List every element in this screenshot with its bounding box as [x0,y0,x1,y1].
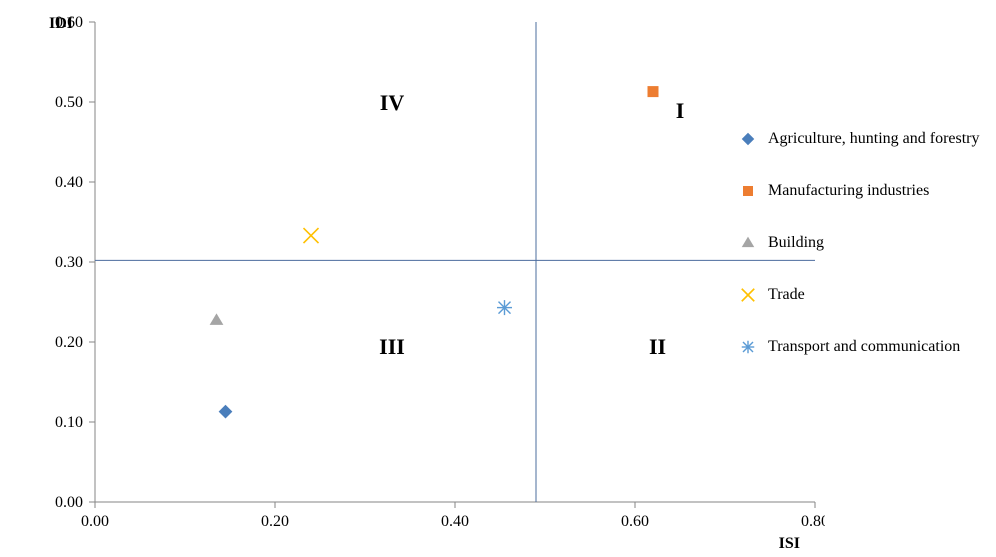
data-point [210,313,224,325]
y-tick-label: 0.40 [55,174,83,191]
legend-marker-icon [740,183,756,199]
scatter-chart-svg: 0.00 0.20 0.40 0.60 0.80 0.00 0.10 0.20 0.30 0.40… [47,12,825,552]
quadrant-label: I [676,98,685,123]
data-point [304,228,319,243]
y-tick-label: 0.50 [55,94,83,111]
legend-item: Agriculture, hunting and forestry [740,130,980,148]
legend-marker-icon [740,131,756,147]
quadrant-label: IV [380,90,405,115]
legend-label: Trade [768,286,805,304]
x-tick-label: 0.00 [81,513,109,530]
legend-marker-icon [740,287,756,303]
y-tick-label: 0.00 [55,494,83,511]
plot-area-wrapper: 0.00 0.20 0.40 0.60 0.80 0.00 0.10 0.20 0.30 0.40… [47,12,825,552]
legend-item: Trade [740,286,980,304]
figure: 0.00 0.20 0.40 0.60 0.80 0.00 0.10 0.20 0.30 0.40… [0,0,996,557]
legend-label: Building [768,234,824,252]
y-tick-label: 0.20 [55,334,83,351]
legend-label: Transport and communication [768,338,960,356]
legend-item: Manufacturing industries [740,182,980,200]
legend-label: Manufacturing industries [768,182,929,200]
legend-label: Agriculture, hunting and forestry [768,130,980,148]
legend-item: Building [740,234,980,252]
legend-marker-icon [740,339,756,355]
x-tick-label: 0.60 [621,513,649,530]
legend: Agriculture, hunting and forestry Manufac… [740,130,980,390]
y-tick-label: 0.30 [55,254,83,271]
y-axis-title: IDI [49,15,73,32]
data-point [219,405,233,419]
x-tick-label: 0.80 [801,513,825,530]
data-point [648,86,659,97]
y-tick-label: 0.10 [55,414,83,431]
legend-marker-icon [740,235,756,251]
legend-item: Transport and communication [740,338,980,356]
quadrant-label: III [379,334,405,359]
x-tick-label: 0.40 [441,513,469,530]
quadrant-label: II [649,334,666,359]
data-point [497,300,512,315]
x-axis-title: ISI [779,535,800,552]
x-tick-label: 0.20 [261,513,289,530]
